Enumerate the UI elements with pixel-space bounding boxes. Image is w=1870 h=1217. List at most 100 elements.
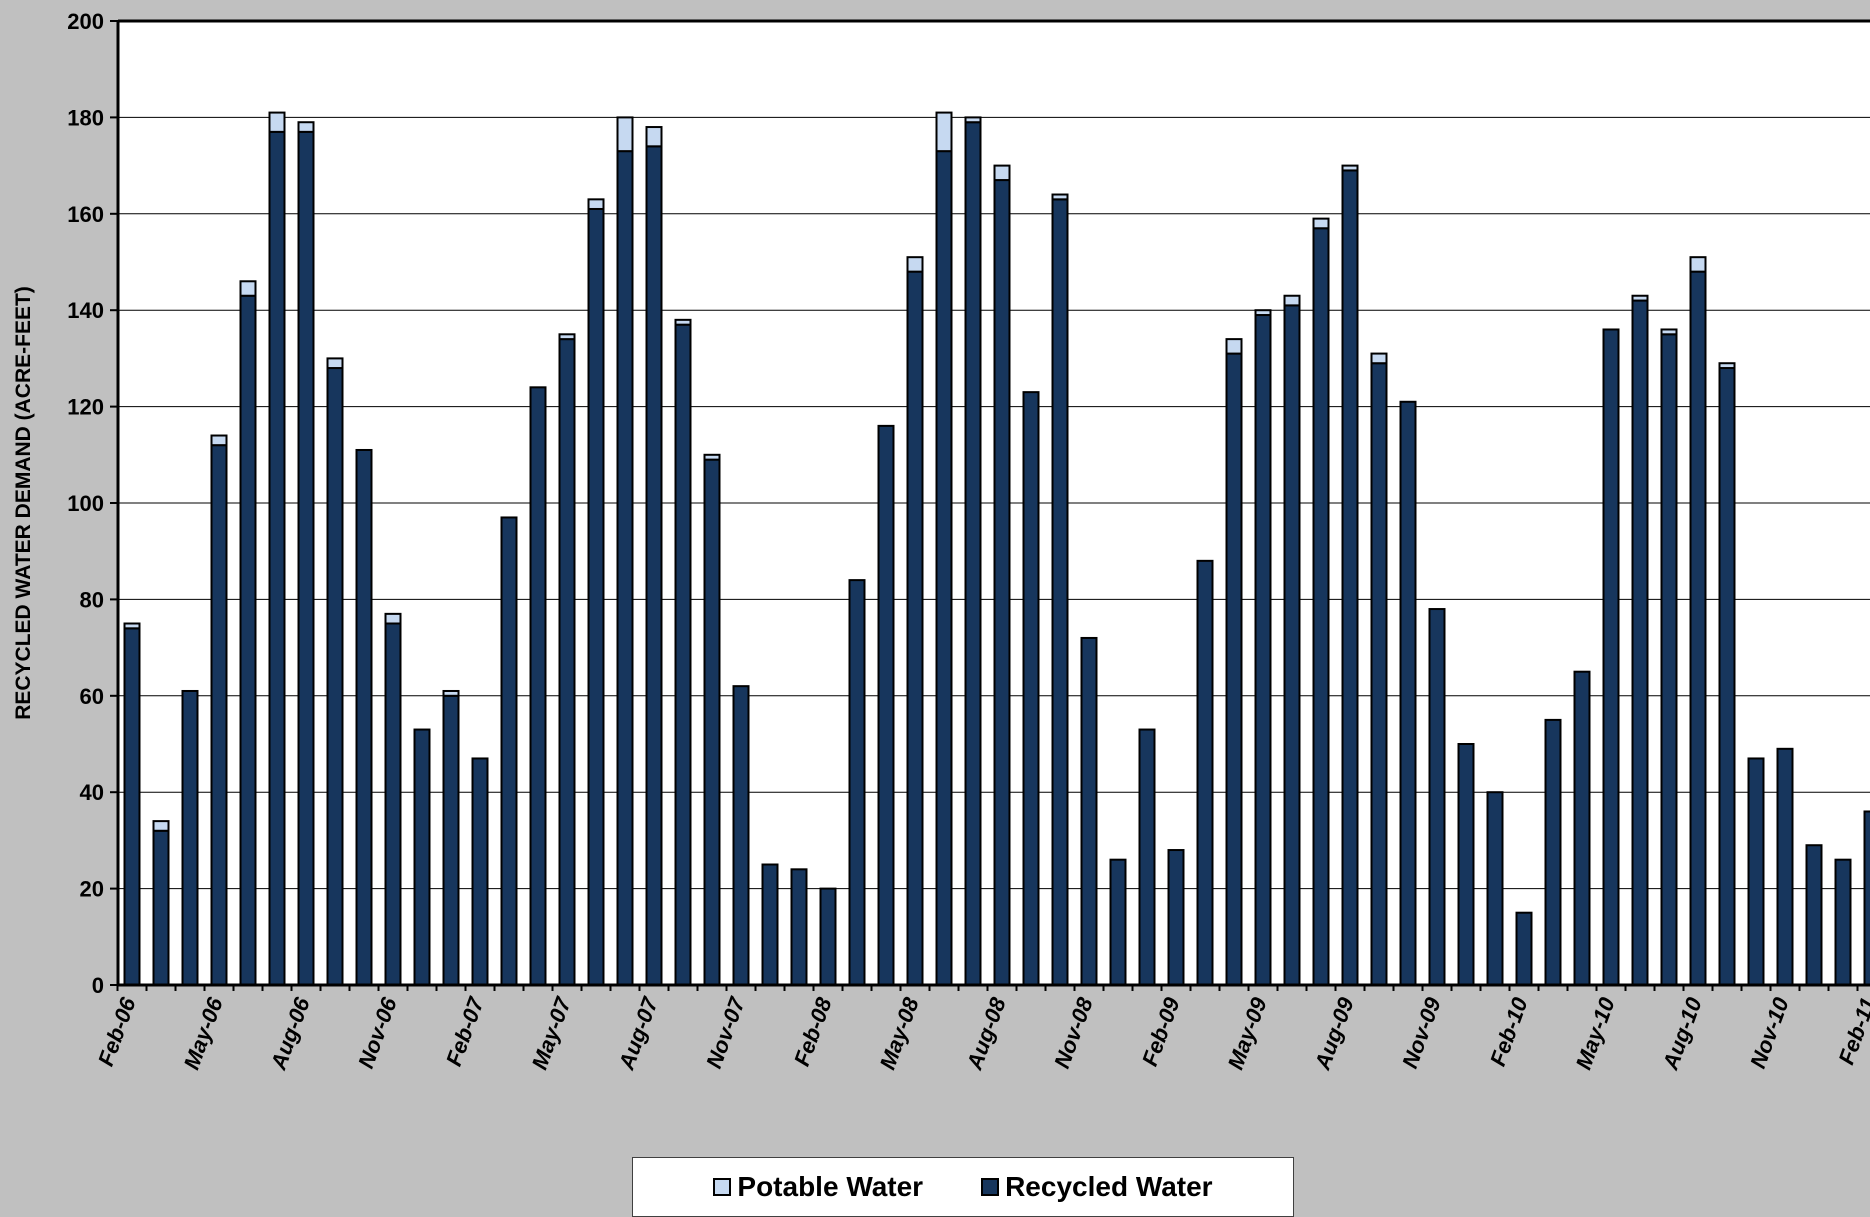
bar-recycled-Feb-08 (821, 889, 836, 985)
bar-potable-Apr-09 (1227, 339, 1242, 353)
bar-potable-Aug-08 (995, 166, 1010, 180)
bar-recycled-Mar-08 (850, 580, 865, 985)
bar-recycled-May-08 (908, 272, 923, 985)
bar-potable-Jul-07 (618, 117, 633, 151)
bar-potable-Nov-06 (386, 614, 401, 624)
y-tick-label: 80 (80, 587, 104, 612)
bar-potable-Aug-10 (1691, 257, 1706, 271)
bar-recycled-Mar-10 (1546, 720, 1561, 985)
bar-recycled-Apr-08 (879, 426, 894, 985)
y-tick-label: 200 (67, 9, 104, 34)
bar-recycled-Nov-10 (1778, 749, 1793, 985)
bar-recycled-Sep-10 (1720, 368, 1735, 985)
bar-potable-Oct-07 (705, 455, 720, 460)
legend-label-potable: Potable Water (737, 1171, 923, 1203)
bar-potable-Sep-07 (676, 320, 691, 325)
y-tick-label: 60 (80, 684, 104, 709)
bar-recycled-Apr-10 (1575, 672, 1590, 985)
x-tick-label: May-09 (1223, 993, 1272, 1072)
x-tick-label: Feb-10 (1485, 993, 1533, 1069)
x-tick-label: Aug-08 (961, 993, 1011, 1073)
bar-potable-May-09 (1256, 310, 1271, 315)
bar-recycled-Aug-07 (647, 146, 662, 985)
y-tick-label: 120 (67, 395, 104, 420)
bar-recycled-Feb-07 (473, 758, 488, 985)
bar-potable-Mar-06 (154, 821, 169, 831)
x-tick-label: May-08 (875, 993, 924, 1072)
bar-potable-Jul-08 (966, 117, 981, 122)
bar-recycled-Apr-06 (183, 691, 198, 985)
bar-recycled-Jul-06 (270, 132, 285, 985)
y-tick-label: 100 (67, 491, 104, 516)
bar-recycled-Dec-10 (1807, 845, 1822, 985)
legend-swatch-recycled (981, 1178, 999, 1196)
bar-recycled-Nov-06 (386, 624, 401, 986)
bar-recycled-Jul-10 (1662, 334, 1677, 985)
bar-potable-Feb-06 (125, 624, 140, 629)
x-tick-label: May-07 (527, 993, 577, 1073)
x-tick-label: May-06 (179, 993, 228, 1072)
x-tick-label: Aug-07 (613, 993, 663, 1074)
bar-potable-Jul-09 (1314, 219, 1329, 229)
bar-potable-Jul-10 (1662, 329, 1677, 334)
bar-potable-Aug-09 (1343, 166, 1358, 171)
bar-recycled-Mar-07 (502, 517, 517, 985)
y-tick-label: 0 (92, 973, 104, 998)
x-tick-label: Nov-09 (1397, 993, 1446, 1071)
bar-recycled-Sep-06 (328, 368, 343, 985)
bar-potable-Sep-09 (1372, 354, 1387, 364)
legend-swatch-potable (713, 1178, 731, 1196)
bar-recycled-Oct-06 (357, 450, 372, 985)
bar-recycled-Apr-09 (1227, 354, 1242, 985)
bar-recycled-Jan-09 (1140, 730, 1155, 985)
bar-recycled-Aug-08 (995, 180, 1010, 985)
bar-recycled-Jan-10 (1488, 792, 1503, 985)
bar-recycled-Apr-07 (531, 387, 546, 985)
bar-recycled-Jun-08 (937, 151, 952, 985)
bar-recycled-Dec-07 (763, 865, 778, 986)
bar-recycled-Nov-07 (734, 686, 749, 985)
bar-recycled-Jul-08 (966, 122, 981, 985)
legend-item-recycled: Recycled Water (981, 1171, 1213, 1203)
bar-recycled-Oct-09 (1401, 402, 1416, 985)
legend-item-potable: Potable Water (713, 1171, 923, 1203)
x-tick-label: Nov-10 (1745, 993, 1794, 1071)
bar-recycled-Jun-07 (589, 209, 604, 985)
bar-potable-Sep-10 (1720, 363, 1735, 368)
bar-recycled-Feb-09 (1169, 850, 1184, 985)
x-tick-label: Nov-08 (1049, 993, 1098, 1071)
bar-potable-May-06 (212, 436, 227, 446)
bar-potable-Jun-07 (589, 199, 604, 209)
x-tick-label: Feb-07 (441, 993, 489, 1070)
bar-potable-May-07 (560, 334, 575, 339)
x-tick-label: May-10 (1571, 993, 1620, 1072)
bar-recycled-Jan-08 (792, 869, 807, 985)
bar-potable-Jun-08 (937, 113, 952, 152)
x-tick-label: Nov-06 (353, 993, 402, 1071)
y-axis-title: RECYCLED WATER DEMAND (ACRE-FEET) (12, 286, 35, 720)
bar-recycled-Aug-10 (1691, 272, 1706, 985)
bar-recycled-Dec-08 (1111, 860, 1126, 985)
bar-potable-Oct-08 (1053, 195, 1068, 200)
bar-recycled-May-09 (1256, 315, 1271, 985)
bar-potable-May-08 (908, 257, 923, 271)
x-tick-label: Aug-10 (1657, 993, 1707, 1073)
bar-recycled-Oct-08 (1053, 199, 1068, 985)
bar-recycled-Jun-10 (1633, 301, 1648, 985)
bar-recycled-Feb-11 (1865, 811, 1870, 985)
bar-recycled-Jan-07 (444, 696, 459, 985)
bar-potable-Aug-06 (299, 122, 314, 132)
bar-potable-Sep-06 (328, 358, 343, 368)
bar-recycled-Nov-09 (1430, 609, 1445, 985)
x-tick-label: Feb-08 (789, 993, 837, 1069)
x-tick-label: Aug-06 (265, 993, 315, 1073)
y-tick-label: 20 (80, 877, 104, 902)
bar-recycled-Nov-08 (1082, 638, 1097, 985)
y-tick-label: 40 (80, 780, 104, 805)
bar-potable-Jun-06 (241, 281, 256, 295)
x-tick-label: Feb-11 (1834, 994, 1870, 1068)
bar-recycled-May-10 (1604, 329, 1619, 985)
legend: Potable Water Recycled Water (632, 1157, 1294, 1217)
